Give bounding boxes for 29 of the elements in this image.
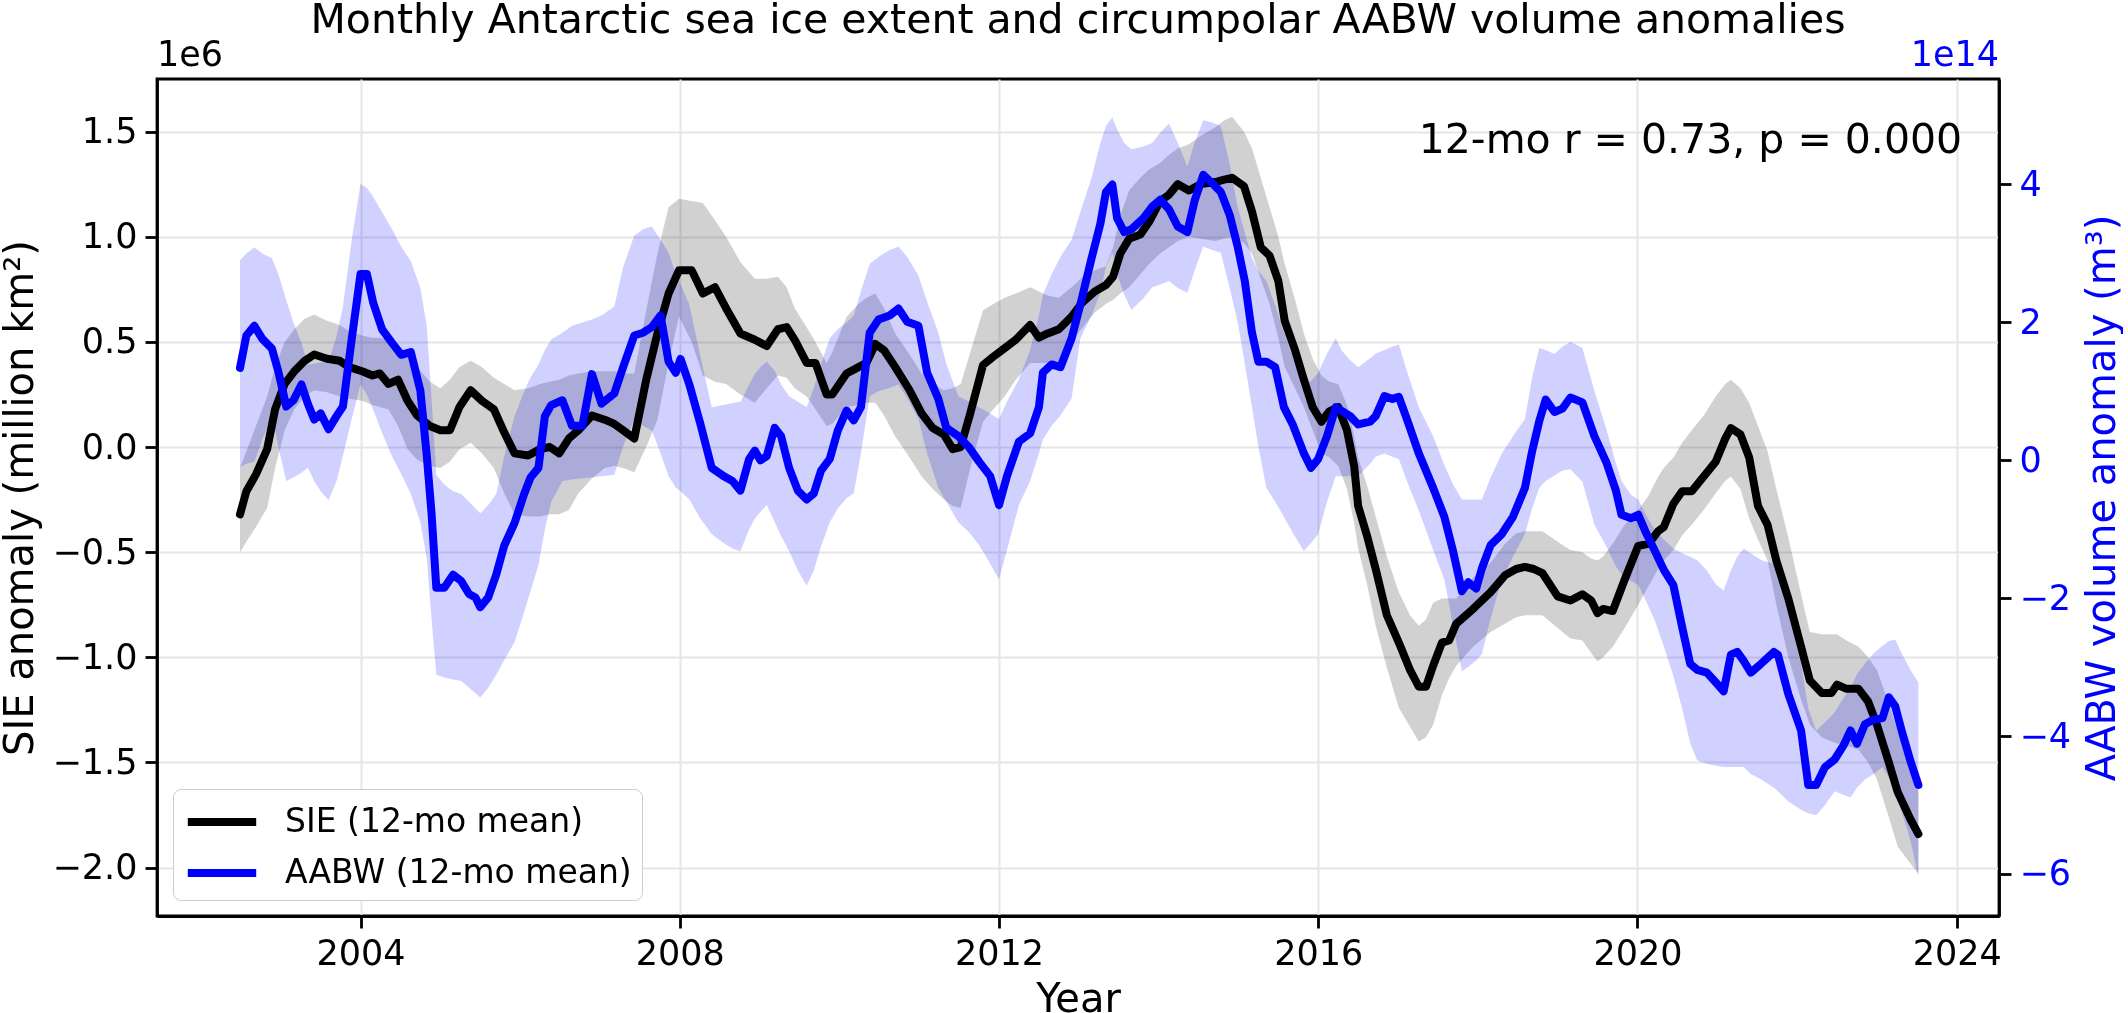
x-axis-title: Year	[1035, 974, 1122, 1013]
x-tick-label: 2004	[316, 932, 406, 973]
legend-label: AABW (12-mo mean)	[285, 852, 632, 891]
y-tick-label: 1.0	[81, 216, 138, 257]
text: 1e14	[1910, 34, 1999, 74]
legend-label: SIE (12-mo mean)	[285, 801, 584, 840]
y-tick-label: −2.0	[52, 847, 138, 888]
y-axis-title: SIE anomaly (million km²)	[0, 240, 42, 756]
y-tick-label: −1.5	[52, 741, 138, 782]
y-tick-label: 1.5	[81, 111, 138, 152]
x-tick-label: 2008	[635, 932, 725, 973]
x-tick-label: 2024	[1912, 932, 2002, 973]
y2-tick-label: −2	[2019, 577, 2072, 618]
y2-tick-label: 0	[2019, 439, 2042, 480]
y2-tick-label: 2	[2019, 301, 2042, 342]
x-tick-label: 2016	[1274, 932, 1364, 973]
y2-tick-label: 4	[2019, 163, 2042, 204]
y-tick-label: −0.5	[52, 531, 138, 572]
y2-tick-label: −4	[2019, 715, 2072, 756]
annotation: 12-mo r = 0.73, p = 0.000	[1418, 114, 1963, 163]
x-tick-label: 2020	[1593, 932, 1683, 973]
y-tick-label: −1.0	[52, 636, 138, 677]
y2-axis-title: AABW volume anomaly (m³)	[2078, 214, 2125, 782]
text: 1e6	[157, 34, 224, 74]
y-tick-label: 0.5	[81, 321, 138, 362]
y2-tick-label: −6	[2019, 853, 2072, 894]
y-tick-label: 0.0	[81, 426, 138, 467]
chart-title: Monthly Antarctic sea ice extent and circumpolar AABW volume anomalies	[310, 0, 1846, 43]
x-tick-label: 2012	[954, 932, 1045, 973]
